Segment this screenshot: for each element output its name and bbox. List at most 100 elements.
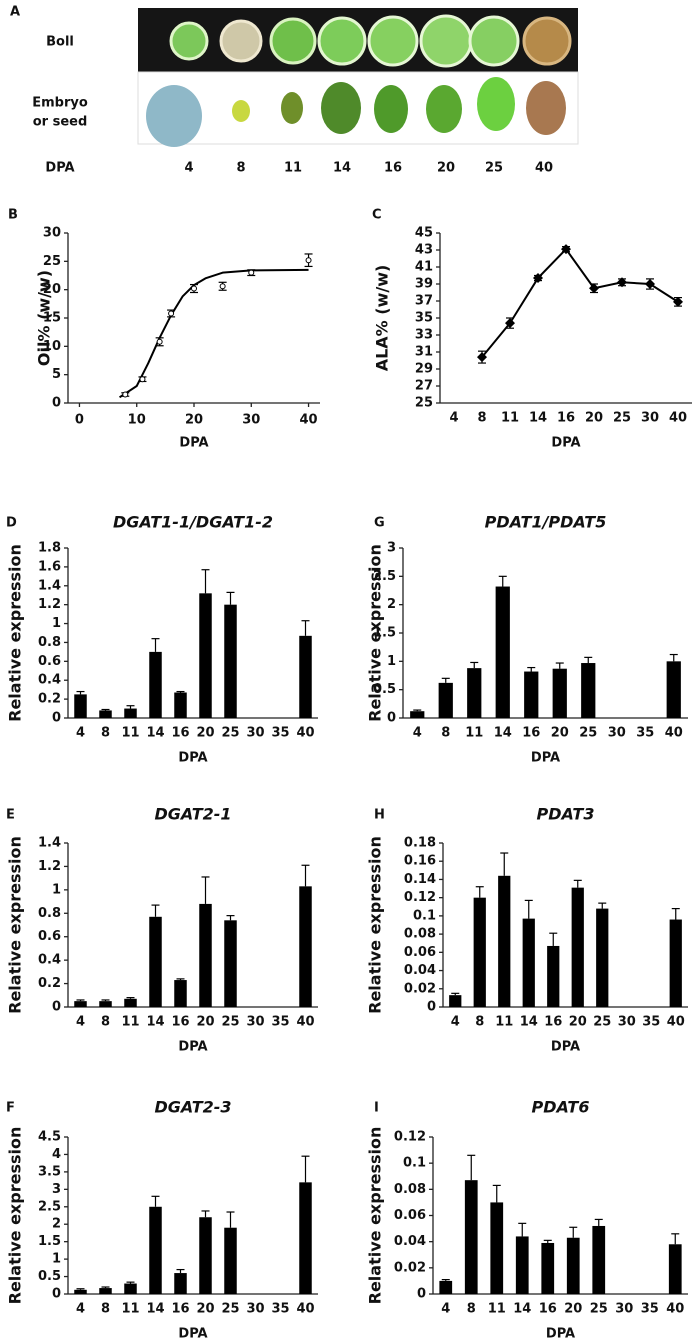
x-tick-label: 40: [296, 1015, 314, 1030]
y-tick-label: 1.6: [38, 559, 61, 574]
point: [561, 244, 571, 255]
chart-title: PDAT6: [532, 1098, 590, 1117]
x-tick-label: 14: [146, 726, 164, 741]
y-tick-label: 33: [415, 328, 433, 343]
bar: [524, 671, 539, 718]
x-tick-label: 4: [441, 1302, 450, 1317]
y-tick-label: 1.5: [38, 1234, 61, 1249]
bar: [596, 908, 609, 1007]
x-tick-label: 30: [615, 1302, 633, 1317]
y-tick-label: 2: [387, 597, 396, 612]
point: [505, 318, 515, 329]
x-axis-label: DPA: [178, 1327, 207, 1340]
bar: [515, 1236, 529, 1294]
x-tick-label: 11: [121, 1015, 139, 1030]
point: [248, 269, 255, 276]
bar: [669, 919, 682, 1007]
panel-a: A Boll Embryo or seed DPA 4 8 11 14 16 2…: [10, 5, 579, 176]
y-tick-label: 27: [415, 379, 433, 394]
bar: [299, 635, 312, 718]
x-tick-label: 8: [477, 411, 486, 426]
x-tick-label: 25: [613, 411, 631, 426]
y-tick-label: 20: [43, 282, 61, 297]
y-tick-label: 43: [415, 243, 433, 258]
point: [168, 310, 175, 317]
bar: [581, 663, 596, 718]
x-axis-label: DPA: [546, 1327, 575, 1340]
boll: [317, 16, 367, 66]
bar: [224, 1227, 237, 1294]
bar: [439, 1280, 453, 1294]
x-tick-label: 8: [101, 1015, 110, 1030]
x-tick-label: 25: [221, 1015, 239, 1030]
bar: [149, 916, 162, 1007]
y-tick-label: 1.4: [38, 836, 61, 851]
y-tick-label: 0.06: [394, 1208, 426, 1223]
x-tick-label: 16: [171, 726, 189, 741]
point: [589, 283, 599, 294]
stage-label: 20: [437, 161, 455, 176]
bar: [149, 1206, 162, 1294]
y-tick-label: 3: [52, 1182, 61, 1197]
y-tick-label: 4: [52, 1147, 61, 1162]
x-tick-label: 14: [513, 1302, 531, 1317]
x-tick-label: 40: [669, 411, 687, 426]
x-tick-label: 16: [544, 1015, 562, 1030]
boll: [269, 17, 317, 65]
x-tick-label: 40: [296, 1302, 314, 1317]
x-tick-label: 20: [196, 1302, 214, 1317]
x-axis-label: DPA: [551, 436, 580, 451]
x-tick-label: 8: [101, 726, 110, 741]
x-axis-label: DPA: [551, 1040, 580, 1055]
x-tick-label: 16: [539, 1302, 557, 1317]
bar: [199, 903, 212, 1007]
x-tick-label: 25: [590, 1302, 608, 1317]
panel-label: E: [6, 808, 15, 823]
bar: [74, 694, 87, 718]
x-tick-label: 11: [495, 1015, 513, 1030]
y-tick-label: 0: [387, 711, 396, 726]
x-tick-label: 10: [128, 413, 146, 428]
y-axis-label: Oil% (w/w): [35, 270, 54, 366]
x-tick-label: 20: [551, 726, 569, 741]
x-tick-label: 11: [121, 1302, 139, 1317]
embryo: [426, 85, 462, 133]
y-tick-label: 0.08: [404, 927, 436, 942]
y-tick-label: 0.6: [38, 654, 61, 669]
x-tick-label: 20: [569, 1015, 587, 1030]
y-tick-label: 1.2: [38, 597, 61, 612]
bar: [592, 1225, 606, 1294]
x-tick-label: 30: [242, 413, 260, 428]
x-tick-label: 4: [449, 411, 458, 426]
x-tick-label: 14: [520, 1015, 538, 1030]
panel-label: D: [6, 516, 17, 531]
chart-title: PDAT1/PDAT5: [485, 513, 607, 532]
y-axis-label: Relative expression: [366, 544, 385, 722]
x-tick-label: 35: [641, 1302, 659, 1317]
x-tick-label: 30: [641, 411, 659, 426]
y-axis-label: Relative expression: [366, 1127, 385, 1305]
y-tick-label: 1.4: [38, 578, 61, 593]
y-tick-label: 0.04: [394, 1234, 426, 1249]
bar: [473, 897, 486, 1007]
y-tick-label: 0: [52, 1000, 61, 1015]
embryo: [232, 100, 250, 122]
y-tick-label: 5: [52, 367, 61, 382]
y-tick-label: 39: [415, 277, 433, 292]
bar: [149, 651, 162, 718]
stage-label: 8: [236, 161, 245, 176]
x-axis-label: DPA: [178, 1040, 207, 1055]
bar: [224, 604, 237, 718]
panel-label: B: [8, 208, 18, 223]
embryo: [477, 77, 515, 131]
bar: [174, 980, 187, 1007]
boll: [219, 19, 263, 63]
point: [156, 338, 163, 345]
bar: [666, 661, 681, 718]
bar: [124, 708, 137, 718]
x-tick-label: 4: [76, 1015, 85, 1030]
x-tick-label: 30: [246, 1302, 264, 1317]
x-tick-label: 4: [451, 1015, 460, 1030]
x-tick-label: 8: [441, 726, 450, 741]
y-tick-label: 0: [52, 1287, 61, 1302]
